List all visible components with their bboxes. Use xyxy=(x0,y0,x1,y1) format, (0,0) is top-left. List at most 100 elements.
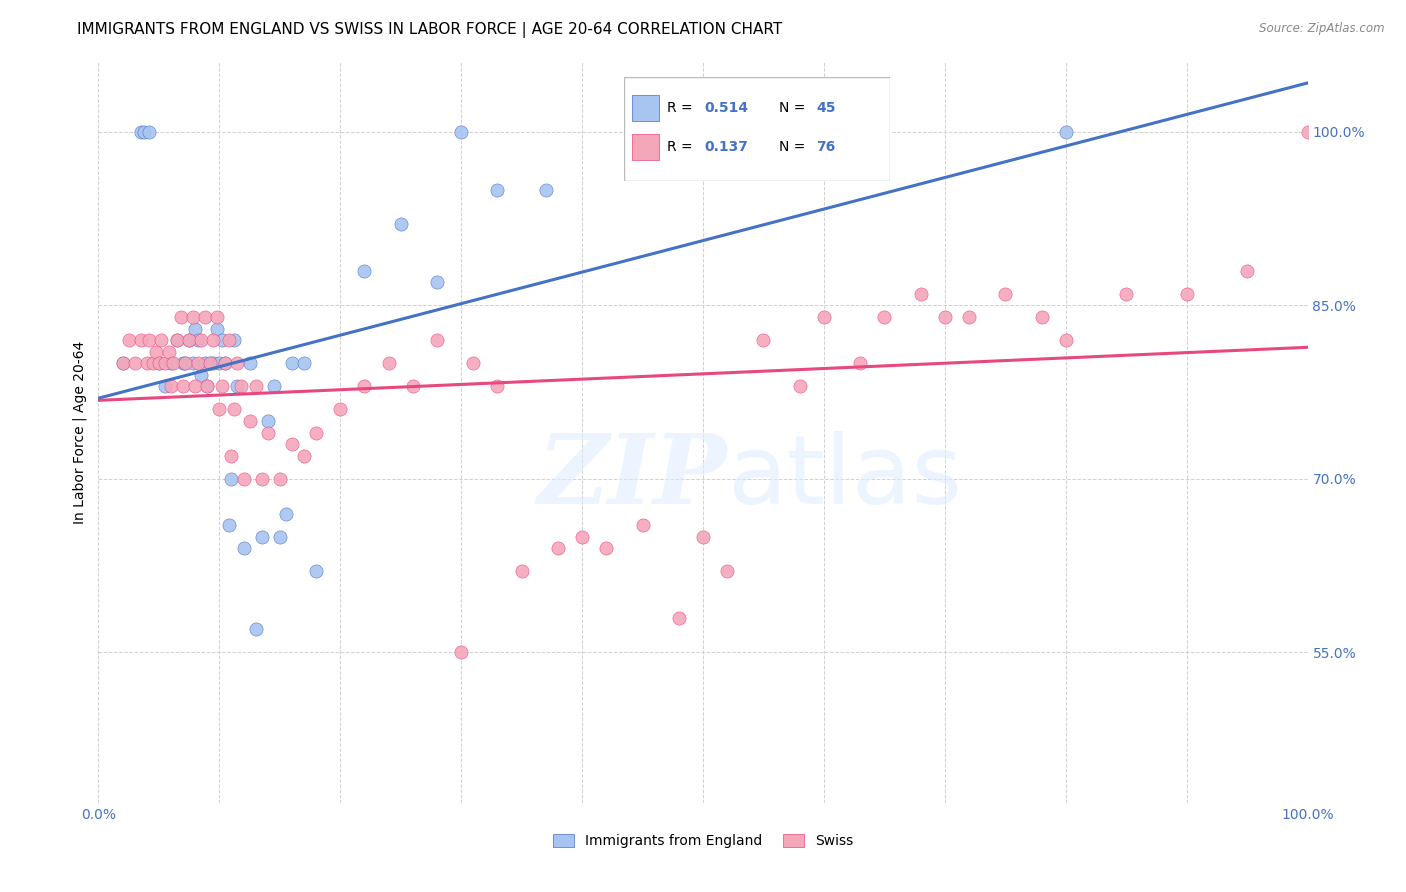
Text: Source: ZipAtlas.com: Source: ZipAtlas.com xyxy=(1260,22,1385,36)
Point xyxy=(153,356,176,370)
Point xyxy=(305,565,328,579)
Point xyxy=(426,333,449,347)
Point xyxy=(138,333,160,347)
Point xyxy=(222,333,245,347)
Point xyxy=(145,344,167,359)
Point xyxy=(148,356,170,370)
Point xyxy=(150,333,173,347)
Point xyxy=(162,356,184,370)
Point xyxy=(214,356,236,370)
Point xyxy=(202,356,225,370)
Point xyxy=(187,333,209,347)
Point xyxy=(111,356,134,370)
Point xyxy=(274,507,297,521)
Point xyxy=(389,218,412,232)
Point xyxy=(134,125,156,139)
Point xyxy=(239,414,262,428)
Point xyxy=(994,286,1017,301)
Point xyxy=(169,310,191,324)
Point xyxy=(208,402,231,417)
Point xyxy=(292,356,315,370)
Point xyxy=(426,275,449,289)
Point xyxy=(245,379,267,393)
Point xyxy=(281,437,304,451)
Point xyxy=(1296,125,1319,139)
Point xyxy=(138,125,160,139)
Text: ZIP: ZIP xyxy=(537,430,727,524)
Point xyxy=(263,379,285,393)
Point xyxy=(135,356,157,370)
Point xyxy=(716,565,738,579)
Point xyxy=(873,310,896,324)
Point xyxy=(250,530,273,544)
Point xyxy=(174,356,197,370)
Point xyxy=(450,645,472,659)
Point xyxy=(692,530,714,544)
Point xyxy=(195,379,218,393)
Point xyxy=(166,333,188,347)
Point xyxy=(281,356,304,370)
Point xyxy=(250,472,273,486)
Point xyxy=(202,333,225,347)
Point xyxy=(232,541,254,556)
Point xyxy=(1115,286,1137,301)
Point xyxy=(1236,263,1258,277)
Point xyxy=(571,530,593,544)
Point xyxy=(813,310,835,324)
Point xyxy=(172,356,194,370)
Point xyxy=(181,356,204,370)
Point xyxy=(211,379,233,393)
Point xyxy=(157,344,180,359)
Point xyxy=(179,333,201,347)
Point xyxy=(752,333,775,347)
Point xyxy=(305,425,328,440)
Point xyxy=(160,379,183,393)
Point xyxy=(160,356,183,370)
Point xyxy=(190,333,212,347)
Point xyxy=(229,379,252,393)
Point xyxy=(111,356,134,370)
Point xyxy=(269,472,291,486)
Legend: Immigrants from England, Swiss: Immigrants from England, Swiss xyxy=(546,827,860,855)
Point xyxy=(226,379,249,393)
Point xyxy=(1054,333,1077,347)
Point xyxy=(486,183,509,197)
Point xyxy=(211,333,233,347)
Point xyxy=(118,333,141,347)
Point xyxy=(179,333,201,347)
Point xyxy=(245,622,267,636)
Point xyxy=(329,402,352,417)
Point xyxy=(124,356,146,370)
Point xyxy=(184,321,207,335)
Y-axis label: In Labor Force | Age 20-64: In Labor Force | Age 20-64 xyxy=(73,341,87,524)
Point xyxy=(198,356,221,370)
Point xyxy=(547,541,569,556)
Point xyxy=(205,310,228,324)
Point xyxy=(232,472,254,486)
Point xyxy=(934,310,956,324)
Point xyxy=(534,183,557,197)
Point xyxy=(668,611,690,625)
Point xyxy=(239,356,262,370)
Point xyxy=(789,379,811,393)
Point xyxy=(910,286,932,301)
Point xyxy=(226,356,249,370)
Point xyxy=(218,333,240,347)
Point xyxy=(172,379,194,393)
Point xyxy=(256,425,278,440)
Point xyxy=(198,356,221,370)
Point xyxy=(450,125,472,139)
Point xyxy=(129,333,152,347)
Point xyxy=(195,379,218,393)
Point xyxy=(218,518,240,533)
Point xyxy=(153,379,176,393)
Point xyxy=(1031,310,1053,324)
Point xyxy=(184,379,207,393)
Point xyxy=(148,356,170,370)
Point xyxy=(463,356,485,370)
Point xyxy=(957,310,980,324)
Point xyxy=(595,541,617,556)
Point xyxy=(205,321,228,335)
Point xyxy=(292,449,315,463)
Point xyxy=(631,518,654,533)
